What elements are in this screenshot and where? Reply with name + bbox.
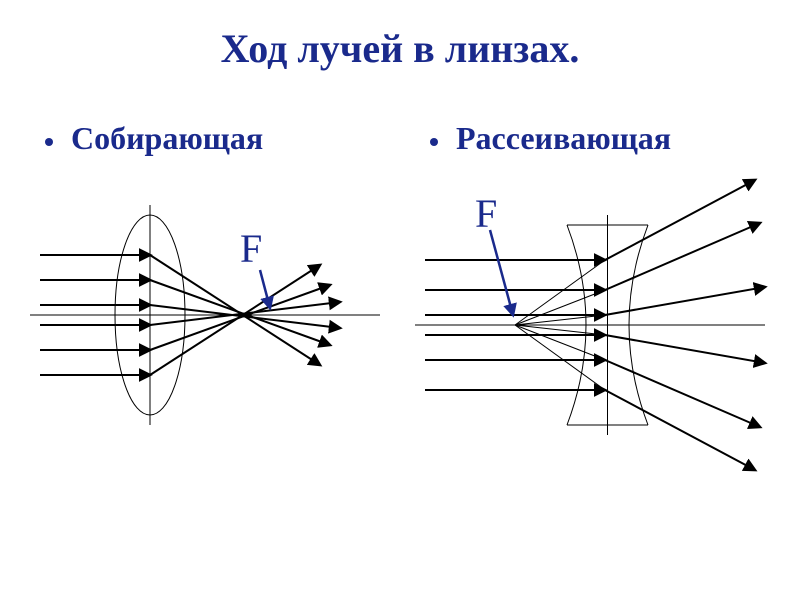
right-heading-text: Рассеивающая (456, 120, 671, 156)
right-heading: Рассеивающая (430, 120, 671, 157)
converging-lens-diagram (30, 180, 390, 430)
page-title: Ход лучей в линзах. (0, 25, 800, 72)
left-heading: Собирающая (45, 120, 263, 157)
bullet-icon (430, 138, 438, 146)
diverging-lens-diagram (415, 175, 785, 475)
left-heading-text: Собирающая (71, 120, 263, 156)
bullet-icon (45, 138, 53, 146)
